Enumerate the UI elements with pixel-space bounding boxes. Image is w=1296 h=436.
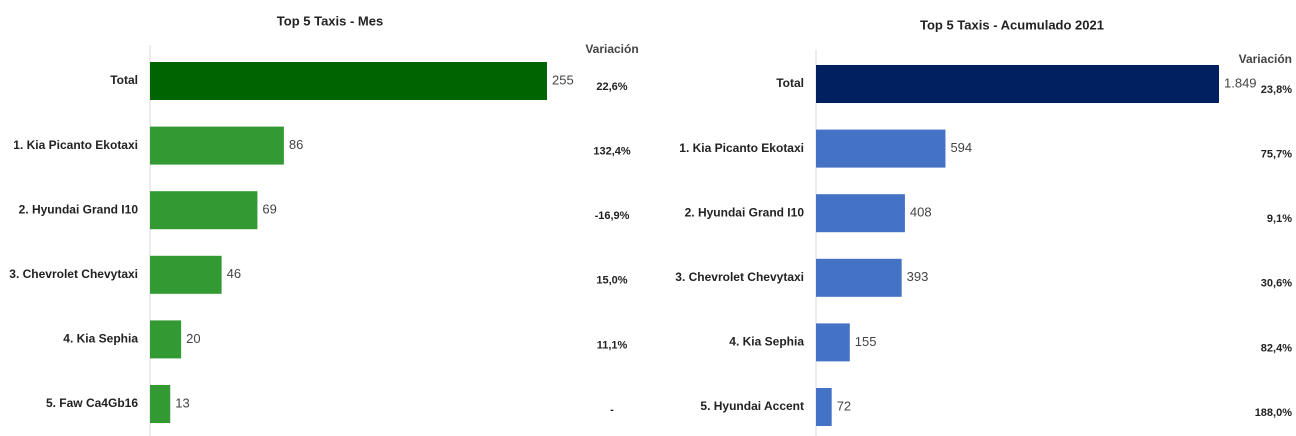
value-label: 72	[837, 398, 851, 413]
category-label: 1. Kia Picanto Ekotaxi	[13, 138, 138, 152]
value-label: 594	[950, 140, 972, 155]
bar	[150, 255, 222, 294]
bar	[150, 191, 258, 230]
variation-label: -	[610, 404, 614, 416]
bar	[816, 388, 832, 426]
value-label: 393	[907, 269, 929, 284]
category-label: 3. Chevrolet Chevytaxi	[9, 267, 138, 281]
variation-label: 132,4%	[593, 146, 631, 158]
value-label: 255	[552, 72, 574, 87]
value-label: 155	[855, 334, 877, 349]
variation-label: 82,4%	[1261, 342, 1292, 354]
bar	[816, 323, 850, 362]
bar	[150, 385, 171, 423]
bar	[150, 126, 284, 165]
variation-label: 9,1%	[1267, 213, 1292, 225]
chart-title: Top 5 Taxis - Acumulado 2021	[920, 17, 1104, 32]
bar	[816, 129, 946, 168]
category-label: Total	[110, 73, 138, 87]
bar	[816, 65, 1219, 103]
category-label: 2. Hyundai Grand I10	[19, 202, 139, 216]
category-label: 5. Hyundai Accent	[700, 399, 804, 413]
variation-label: 22,6%	[596, 81, 627, 93]
variation-label: 188,0%	[1255, 407, 1293, 419]
value-label: 46	[227, 266, 241, 281]
category-label: Total	[776, 76, 804, 90]
category-label: 5. Faw Ca4Gb16	[46, 396, 138, 410]
category-label: 4. Kia Sephia	[729, 335, 804, 349]
value-label: 1.849	[1224, 75, 1257, 90]
variation-label: 15,0%	[596, 275, 627, 287]
category-label: 3. Chevrolet Chevytaxi	[675, 270, 804, 284]
value-label: 408	[910, 205, 932, 220]
category-label: 4. Kia Sephia	[63, 332, 138, 346]
variation-label: 30,6%	[1261, 278, 1292, 290]
variation-label: 11,1%	[597, 339, 628, 351]
variation-header: Variación	[1239, 52, 1292, 66]
value-label: 13	[175, 395, 189, 410]
value-label: 86	[289, 137, 303, 152]
variation-header: Variación	[585, 42, 638, 56]
bar	[150, 62, 547, 100]
value-label: 20	[186, 331, 200, 346]
bar	[816, 258, 902, 297]
chart-title: Top 5 Taxis - Mes	[277, 13, 383, 28]
variation-label: 75,7%	[1261, 149, 1292, 161]
value-label: 69	[262, 202, 276, 217]
bar	[816, 194, 905, 233]
category-label: 1. Kia Picanto Ekotaxi	[679, 141, 804, 155]
variation-label: 23,8%	[1261, 84, 1292, 96]
bar	[150, 320, 182, 359]
category-label: 2. Hyundai Grand I10	[685, 205, 805, 219]
variation-label: -16,9%	[595, 210, 630, 222]
